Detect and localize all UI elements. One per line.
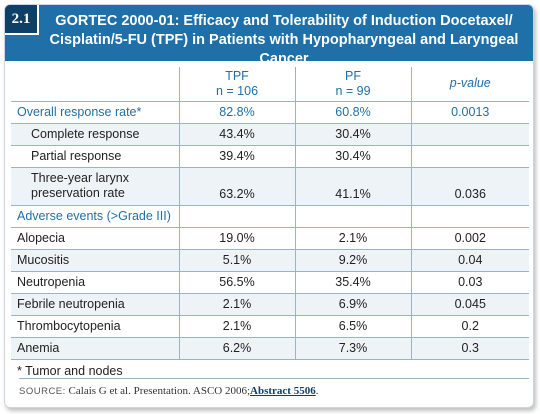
header-tpf-name: TPF [225, 68, 249, 83]
figure-title: GORTEC 2000-01: Efficacy and Tolerabilit… [49, 13, 519, 67]
results-table: TPF n = 106 PF n = 99 p-value Overall resp… [11, 67, 529, 383]
pf-value: 6.9% [294, 293, 411, 316]
p-value [410, 123, 529, 146]
pf-value: 7.3% [294, 337, 411, 360]
pf-value: 30.4% [294, 145, 411, 168]
footnote: * Tumor and nodes [17, 364, 123, 379]
header-pf: PF n = 99 [294, 67, 411, 102]
tpf-value: 6.2% [178, 337, 295, 360]
pf-value: 35.4% [294, 271, 411, 294]
tpf-value: 39.4% [178, 145, 295, 168]
header-tpf-n: n = 106 [215, 83, 259, 98]
p-value: 0.045 [410, 293, 529, 316]
tpf-value: 19.0% [178, 227, 295, 250]
row-label: Anemia [11, 337, 179, 360]
p-value: 0.04 [410, 249, 529, 272]
header-empty-cell [11, 67, 179, 102]
tpf-value: 63.2% [178, 167, 295, 206]
p-value: 0.002 [410, 227, 529, 250]
pf-value: 2.1% [294, 227, 411, 250]
p-value [410, 145, 529, 168]
tpf-value: 43.4% [178, 123, 295, 146]
tpf-value: 2.1% [178, 315, 295, 338]
table-row: Overall response rate* 82.8% 60.8% 0.001… [11, 101, 529, 124]
table-row: Thrombocytopenia 2.1% 6.5% 0.2 [11, 315, 529, 338]
row-label: Three-year larynx preservation rate [11, 167, 179, 206]
table-row: Complete response 43.4% 30.4% [11, 123, 529, 146]
footnote-row: * Tumor and nodes [11, 359, 529, 383]
table-row: Partial response 39.4% 30.4% [11, 145, 529, 168]
row-label: Complete response [11, 123, 179, 146]
pf-value: 30.4% [294, 123, 411, 146]
row-label: Febrile neutropenia [11, 293, 179, 316]
pf-value: 41.1% [294, 167, 411, 206]
pf-value: 6.5% [294, 315, 411, 338]
table-header-row: TPF n = 106 PF n = 99 p-value [11, 67, 529, 102]
table-row: Neutropenia 56.5% 35.4% 0.03 [11, 271, 529, 294]
table-row: Mucositis 5.1% 9.2% 0.04 [11, 249, 529, 272]
pf-value: 60.8% [294, 101, 411, 124]
p-value [410, 205, 529, 228]
tpf-value: 2.1% [178, 293, 295, 316]
row-label: Partial response [11, 145, 179, 168]
row-label: Alopecia [11, 227, 179, 250]
row-label: Thrombocytopenia [11, 315, 179, 338]
pf-value [294, 205, 411, 228]
header-pvalue-label: p-value [449, 76, 491, 91]
p-value: 0.0013 [410, 101, 529, 124]
row-label: Overall response rate* [11, 101, 179, 124]
p-value: 0.03 [410, 271, 529, 294]
figure-header: 2.1 GORTEC 2000-01: Efficacy and Tolerab… [5, 5, 533, 67]
header-pf-n: n = 99 [335, 83, 371, 98]
source-end: . [315, 385, 319, 397]
row-label: Neutropenia [11, 271, 179, 294]
section-label: Adverse events (>Grade III) [11, 205, 179, 228]
tpf-value: 5.1% [178, 249, 295, 272]
header-tpf: TPF n = 106 [178, 67, 295, 102]
table-section-row: Adverse events (>Grade III) [11, 205, 529, 228]
pf-value: 9.2% [294, 249, 411, 272]
p-value: 0.036 [410, 167, 529, 206]
figure-frame: 2.1 GORTEC 2000-01: Efficacy and Tolerab… [4, 4, 534, 408]
table-row: Alopecia 19.0% 2.1% 0.002 [11, 227, 529, 250]
tpf-value: 82.8% [178, 101, 295, 124]
table-row: Febrile neutropenia 2.1% 6.9% 0.045 [11, 293, 529, 316]
source-citation: SOURCE: Calais G et al. Presentation. AS… [19, 378, 529, 397]
figure-number-badge: 2.1 [5, 5, 39, 35]
table-row: Anemia 6.2% 7.3% 0.3 [11, 337, 529, 360]
tpf-value [178, 205, 295, 228]
abstract-link[interactable]: Abstract 5506 [250, 385, 316, 397]
header-pf-name: PF [345, 68, 361, 83]
row-label: Mucositis [11, 249, 179, 272]
source-text: Calais G et al. Presentation. ASCO 2006; [68, 385, 251, 397]
p-value: 0.3 [410, 337, 529, 360]
source-label: SOURCE: [19, 386, 66, 397]
table-row: Three-year larynx preservation rate 63.2… [11, 167, 529, 206]
header-pvalue: p-value [410, 67, 529, 102]
p-value: 0.2 [410, 315, 529, 338]
tpf-value: 56.5% [178, 271, 295, 294]
